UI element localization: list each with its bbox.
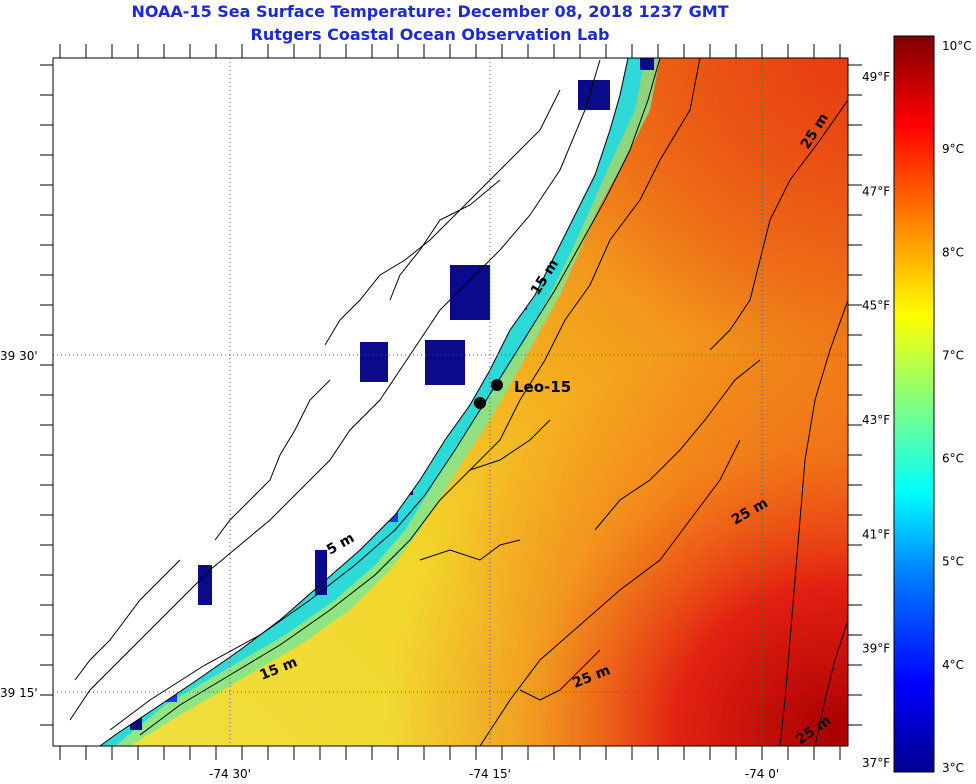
colorbar-celsius-labels: 10°C 9°C 8°C 7°C 6°C 5°C 4°C 3°C <box>942 39 972 775</box>
colorbar-fahrenheit-label: 39°F <box>862 642 890 656</box>
lon-label-2: -74 15' <box>469 767 511 781</box>
colorbar-celsius-label: 7°C <box>942 348 964 362</box>
lat-label-1: 39 30' <box>0 349 38 363</box>
lon-label-1: -74 30' <box>209 767 251 781</box>
colorbar-celsius-label: 8°C <box>942 245 964 259</box>
colorbar-fahrenheit-label: 37°F <box>862 756 890 770</box>
colorbar-fahrenheit-label: 49°F <box>862 70 890 84</box>
colorbar-celsius-label: 9°C <box>942 142 964 156</box>
station-marker-leo15[interactable] <box>491 379 503 391</box>
station-label: Leo-15 <box>514 378 571 396</box>
colorbar-fahrenheit-label: 43°F <box>862 413 890 427</box>
colorbar <box>893 35 935 773</box>
colorbar-celsius-label: 10°C <box>942 39 972 53</box>
chart-subtitle: Rutgers Coastal Ocean Observation Lab <box>250 25 610 44</box>
colorbar-fahrenheit-labels: 49°F 47°F 45°F 43°F 41°F 39°F 37°F <box>862 70 890 770</box>
sst-field: 5 m 15 m 15 m 25 m 25 m 25 m 25 m <box>53 58 848 746</box>
station-marker-secondary[interactable] <box>474 397 486 409</box>
coastline <box>69 58 629 746</box>
colorbar-fahrenheit-label: 47°F <box>862 184 890 198</box>
colorbar-celsius-label: 5°C <box>942 555 964 569</box>
colorbar-fahrenheit-label: 45°F <box>862 299 890 313</box>
colorbar-fahrenheit-label: 41°F <box>862 527 890 541</box>
colorbar-celsius-label: 4°C <box>942 658 964 672</box>
lat-label-2: 39 15' <box>0 686 38 700</box>
colorbar-celsius-label: 3°C <box>942 761 964 775</box>
colorbar-celsius-label: 6°C <box>942 452 964 466</box>
axis-ticks <box>40 44 862 760</box>
graticule <box>53 58 848 746</box>
land-area <box>53 58 628 746</box>
chart-title: NOAA-15 Sea Surface Temperature: Decembe… <box>131 2 729 21</box>
lon-label-3: -74 0' <box>745 767 779 781</box>
depth-contours <box>109 58 848 746</box>
